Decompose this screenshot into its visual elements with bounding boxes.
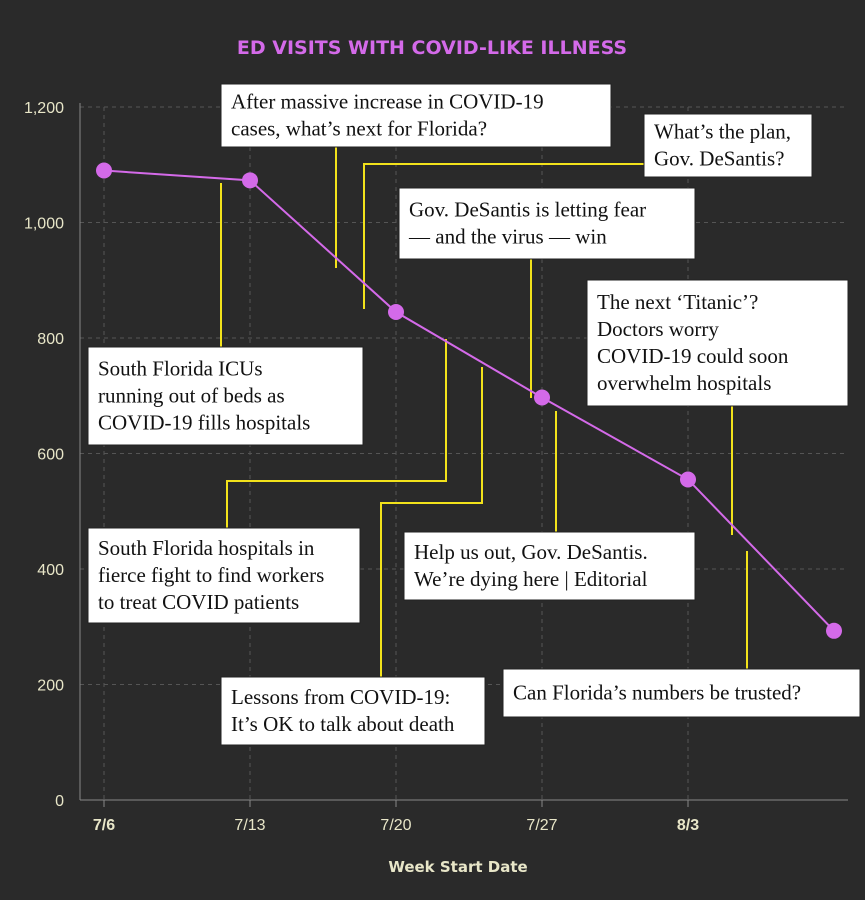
annotation-leader xyxy=(363,163,652,309)
annotation-callout: South Florida hospitals in fierce fight t… xyxy=(87,527,361,624)
axis-layer: 0 200 400 600 800 1,000 1,200 7/6 7/13 7/20 7/27 8/… xyxy=(24,100,848,834)
annotation-text: fierce fight to find workers xyxy=(98,563,324,587)
data-point xyxy=(96,162,112,179)
annotation-text: COVID-19 could soon xyxy=(597,344,789,368)
x-axis-label: Week Start Date xyxy=(388,858,527,876)
annotation-text: South Florida hospitals in xyxy=(98,536,315,560)
x-tick-label: 7/27 xyxy=(526,817,557,834)
y-tick-label: 400 xyxy=(37,562,64,579)
y-tick-label: 1,200 xyxy=(24,100,64,117)
annotation-text: Help us out, Gov. DeSantis. xyxy=(414,540,648,564)
series-layer xyxy=(96,162,842,639)
data-point xyxy=(534,389,550,406)
annotation-text: The next ‘Titanic’? xyxy=(597,290,758,314)
data-point xyxy=(680,471,696,488)
annotation-box xyxy=(403,531,696,601)
annotation-leader xyxy=(380,367,483,684)
annotation-callout: Lessons from COVID-19: It’s OK to talk ab… xyxy=(220,676,486,746)
annotation-callout: The next ‘Titanic’? Doctors worry COVID-19… xyxy=(586,279,849,407)
leader-layer xyxy=(220,146,748,684)
annotation-text: to treat COVID patients xyxy=(98,590,299,614)
annotation-callout: What’s the plan, Gov. DeSantis? xyxy=(643,113,813,178)
annotation-text: COVID-19 fills hospitals xyxy=(98,411,310,435)
chart-title: ED VISITS WITH COVID-LIKE ILLNESS xyxy=(237,37,627,59)
annotation-box xyxy=(220,83,612,148)
annotation-leader xyxy=(226,339,447,528)
y-tick-label: 800 xyxy=(37,331,64,348)
annotation-box xyxy=(398,187,696,260)
annotation-box xyxy=(87,527,361,624)
annotation-box xyxy=(502,668,861,718)
annotation-callout: Can Florida’s numbers be trusted? xyxy=(502,668,861,718)
x-tick-label: 7/20 xyxy=(380,817,411,834)
annotation-callout: Gov. DeSantis is letting fear — and the v… xyxy=(398,187,696,260)
annotation-layer: After massive increase in COVID-19 cases,… xyxy=(87,83,861,746)
annotation-text: — and the virus — win xyxy=(408,225,607,249)
annotation-callout: South Florida ICUs running out of beds as… xyxy=(87,346,364,446)
annotation-text: overwhelm hospitals xyxy=(597,371,771,395)
annotation-callout: After massive increase in COVID-19 cases,… xyxy=(220,83,612,148)
annotation-box xyxy=(87,346,364,446)
annotation-text: South Florida ICUs xyxy=(98,357,263,381)
annotation-box xyxy=(220,676,486,746)
annotation-text: Can Florida’s numbers be trusted? xyxy=(513,681,801,705)
annotation-box xyxy=(643,113,813,178)
annotation-text: Lessons from COVID-19: xyxy=(231,685,450,709)
annotation-text: Doctors worry xyxy=(597,317,719,341)
annotation-box xyxy=(586,279,849,407)
y-tick-label: 200 xyxy=(37,678,64,695)
annotation-text: What’s the plan, xyxy=(654,120,791,144)
x-tick-label: 7/13 xyxy=(234,817,265,834)
annotation-text: Gov. DeSantis is letting fear xyxy=(409,198,646,222)
series-line xyxy=(103,169,835,632)
data-point xyxy=(826,622,842,639)
x-tick-label: 8/3 xyxy=(677,817,699,834)
y-tick-label: 1,000 xyxy=(24,216,64,233)
y-tick-label: 600 xyxy=(37,447,64,464)
y-tick-label: 0 xyxy=(55,793,64,810)
annotation-text: cases, what’s next for Florida? xyxy=(231,117,487,141)
annotation-text: We’re dying here | Editorial xyxy=(414,567,648,591)
annotation-text: After massive increase in COVID-19 xyxy=(231,90,544,114)
x-tick-label: 7/6 xyxy=(93,817,115,834)
annotation-text: running out of beds as xyxy=(98,384,285,408)
annotation-text: It’s OK to talk about death xyxy=(231,712,455,736)
data-point xyxy=(242,172,258,189)
data-point xyxy=(388,304,404,321)
annotation-callout: Help us out, Gov. DeSantis. We’re dying h… xyxy=(403,531,696,601)
annotation-text: Gov. DeSantis? xyxy=(654,147,784,171)
